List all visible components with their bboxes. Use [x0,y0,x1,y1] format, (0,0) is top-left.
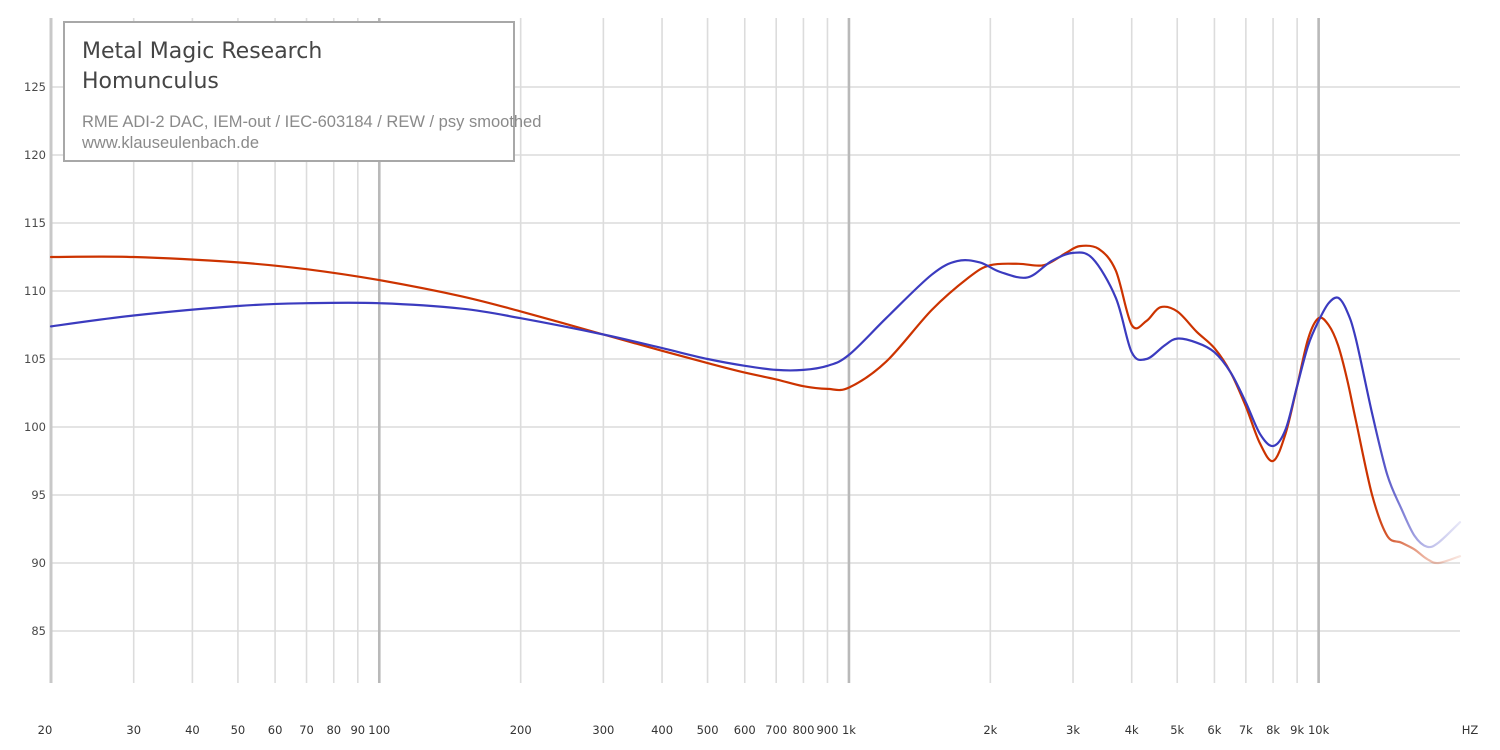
y-tick-label-105: 105 [24,352,46,366]
x-tick-label-50: 50 [231,723,246,737]
x-tick-label-2k: 2k [983,723,997,737]
y-tick-label-100: 100 [24,420,46,434]
y-tick-label-120: 120 [24,148,46,162]
x-tick-label-4k: 4k [1125,723,1139,737]
y-tick-label-85: 85 [31,624,46,638]
legend-subtitle-line2: www.klauseulenbach.de [82,134,260,152]
x-tick-label-30: 30 [126,723,141,737]
x-tick-label-80: 80 [326,723,341,737]
x-tick-label-3k: 3k [1066,723,1080,737]
x-tick-label-800: 800 [792,723,814,737]
x-tick-label-90: 90 [350,723,365,737]
x-tick-label-HZ: HZ [1462,723,1479,737]
legend-title: Metal Magic Research Homunculus [82,37,502,97]
x-tick-label-10k: 10k [1308,723,1330,737]
x-tick-label-40: 40 [185,723,200,737]
x-tick-label-70: 70 [299,723,314,737]
legend-title-line2: Homunculus [82,69,219,94]
y-tick-label-90: 90 [31,556,46,570]
x-tick-label-600: 600 [734,723,756,737]
legend-subtitle-line1: RME ADI-2 DAC, IEM-out / IEC-603184 / RE… [82,113,542,131]
series-layer [49,244,1462,565]
y-tick-label-110: 110 [24,284,46,298]
x-tick-label-300: 300 [592,723,614,737]
legend-box: Metal Magic Research Homunculus RME ADI-… [63,21,542,162]
y-tick-label-125: 125 [24,80,46,94]
x-tick-label-200: 200 [510,723,532,737]
x-tick-label-60: 60 [268,723,283,737]
y-tick-label-95: 95 [31,488,46,502]
x-tick-label-5k: 5k [1170,723,1184,737]
x-tick-label-9k: 9k [1290,723,1304,737]
x-tick-label-7k: 7k [1239,723,1253,737]
x-tick-label-6k: 6k [1207,723,1221,737]
horizontal-gridlines [51,86,1460,632]
x-tick-label-900: 900 [816,723,838,737]
series-1-line [49,251,1462,549]
x-tick-label-1k: 1k [842,723,856,737]
x-tick-label-100: 100 [368,723,390,737]
y-tick-label-115: 115 [24,216,46,230]
y-axis-tick-labels: 85 90 95 100 105 110 115 120 125 [24,80,46,638]
x-tick-label-500: 500 [697,723,719,737]
legend-title-line1: Metal Magic Research [82,39,323,64]
series-0-line [49,244,1462,565]
x-tick-label-700: 700 [765,723,787,737]
legend-subtitle: RME ADI-2 DAC, IEM-out / IEC-603184 / RE… [82,112,542,154]
x-tick-label-8k: 8k [1266,723,1280,737]
x-axis-tick-labels: 20 30 40 50 60 70 80 90 100 200 300 400 500 600 700 800… [38,723,1479,737]
x-tick-label-400: 400 [651,723,673,737]
x-tick-label-20: 20 [38,723,53,737]
